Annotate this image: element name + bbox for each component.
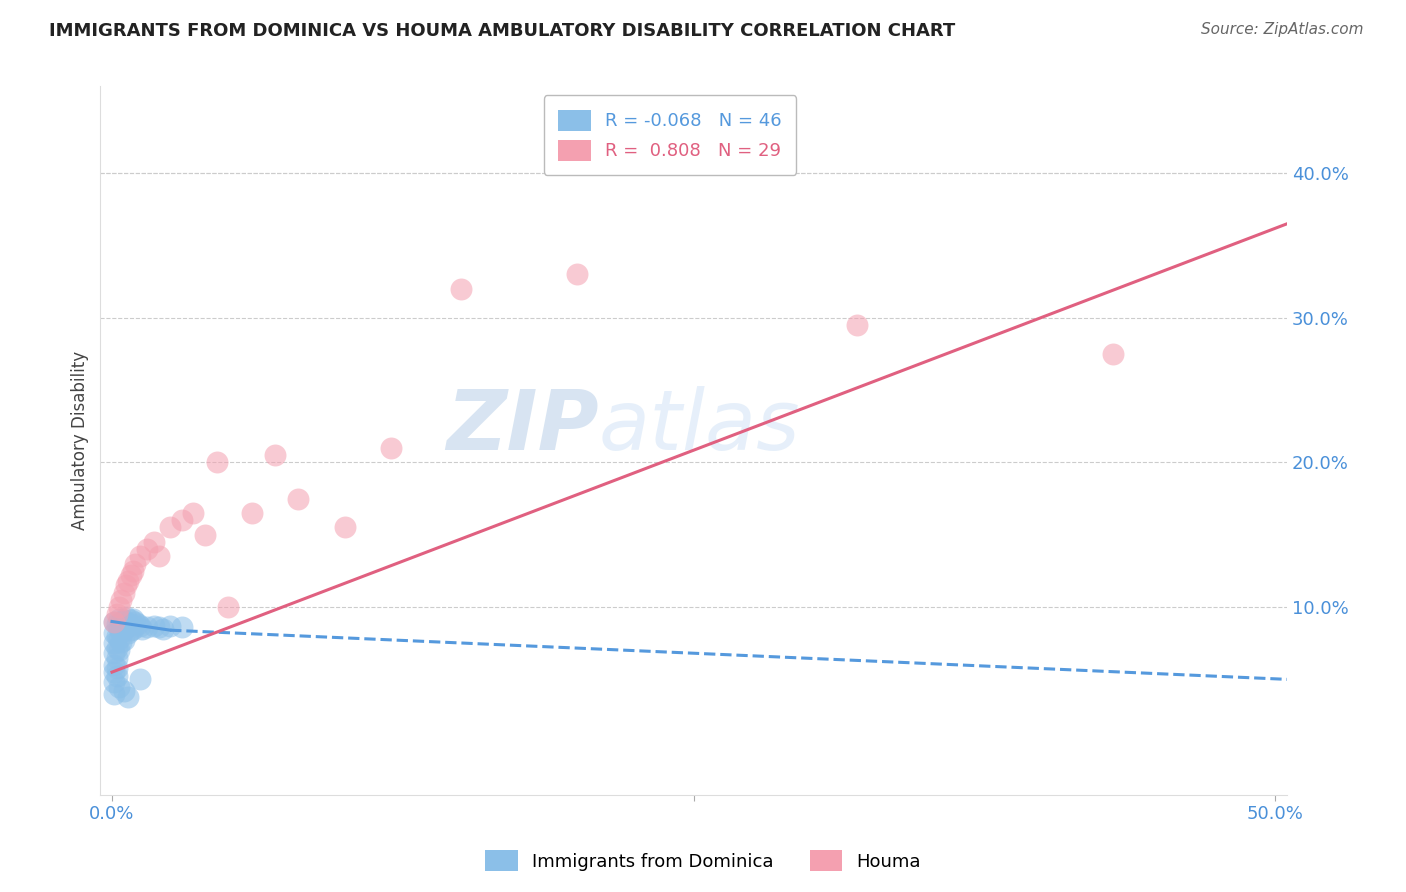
Text: IMMIGRANTS FROM DOMINICA VS HOUMA AMBULATORY DISABILITY CORRELATION CHART: IMMIGRANTS FROM DOMINICA VS HOUMA AMBULA… [49, 22, 956, 40]
Point [194, 527, 217, 541]
Point [117, 626, 139, 640]
Legend: R = -0.068   N = 46, R =  0.808   N = 29: R = -0.068 N = 46, R = 0.808 N = 29 [544, 95, 796, 175]
Point [124, 615, 146, 629]
Point [108, 622, 131, 636]
Text: ZIP: ZIP [446, 386, 599, 467]
Point [105, 640, 128, 655]
Legend: Immigrants from Dominica, Houma: Immigrants from Dominica, Houma [478, 843, 928, 879]
Point [103, 657, 125, 672]
Point [115, 578, 138, 592]
Point [263, 448, 285, 462]
Point [105, 669, 128, 683]
Point [103, 615, 125, 629]
Point [183, 506, 205, 520]
Point [103, 665, 125, 680]
Point [115, 610, 138, 624]
Point [131, 622, 153, 636]
Point [103, 636, 125, 650]
Point [103, 687, 125, 701]
Point [148, 620, 170, 634]
Point [567, 268, 589, 282]
Point [142, 619, 165, 633]
Point [108, 612, 131, 626]
Point [127, 617, 149, 632]
Point [287, 491, 309, 506]
Point [105, 650, 128, 665]
Point [122, 612, 145, 626]
Point [112, 684, 135, 698]
Point [122, 564, 145, 578]
Point [240, 506, 263, 520]
Point [170, 620, 193, 634]
Point [117, 574, 139, 588]
Point [159, 619, 181, 633]
Text: Source: ZipAtlas.com: Source: ZipAtlas.com [1201, 22, 1364, 37]
Point [205, 455, 228, 469]
Point [108, 632, 131, 646]
Point [103, 615, 125, 629]
Point [103, 646, 125, 660]
Point [845, 318, 868, 332]
Point [1101, 347, 1123, 361]
Point [112, 623, 135, 637]
Point [120, 613, 142, 627]
Point [108, 600, 131, 615]
Point [110, 615, 132, 629]
Point [135, 542, 157, 557]
Point [117, 690, 139, 704]
Point [105, 607, 128, 622]
Point [110, 624, 132, 639]
Point [380, 441, 402, 455]
Point [120, 623, 142, 637]
Point [170, 513, 193, 527]
Point [115, 620, 138, 634]
Point [105, 629, 128, 643]
Point [129, 549, 152, 564]
Point [108, 680, 131, 694]
Point [105, 661, 128, 675]
Point [124, 557, 146, 571]
Point [105, 617, 128, 632]
Point [120, 568, 142, 582]
Text: atlas: atlas [599, 386, 800, 467]
Point [142, 535, 165, 549]
Point [217, 600, 239, 615]
Point [112, 585, 135, 599]
Point [117, 615, 139, 630]
Point [112, 633, 135, 648]
Point [135, 620, 157, 634]
Point [108, 643, 131, 657]
Point [333, 520, 356, 534]
Point [148, 549, 170, 564]
Point [112, 613, 135, 627]
Point [152, 622, 174, 636]
Point [103, 626, 125, 640]
Point [450, 282, 472, 296]
Y-axis label: Ambulatory Disability: Ambulatory Disability [72, 351, 89, 530]
Point [110, 592, 132, 607]
Point [103, 675, 125, 690]
Point [122, 622, 145, 636]
Point [129, 673, 152, 687]
Point [159, 520, 181, 534]
Point [110, 634, 132, 648]
Point [129, 619, 152, 633]
